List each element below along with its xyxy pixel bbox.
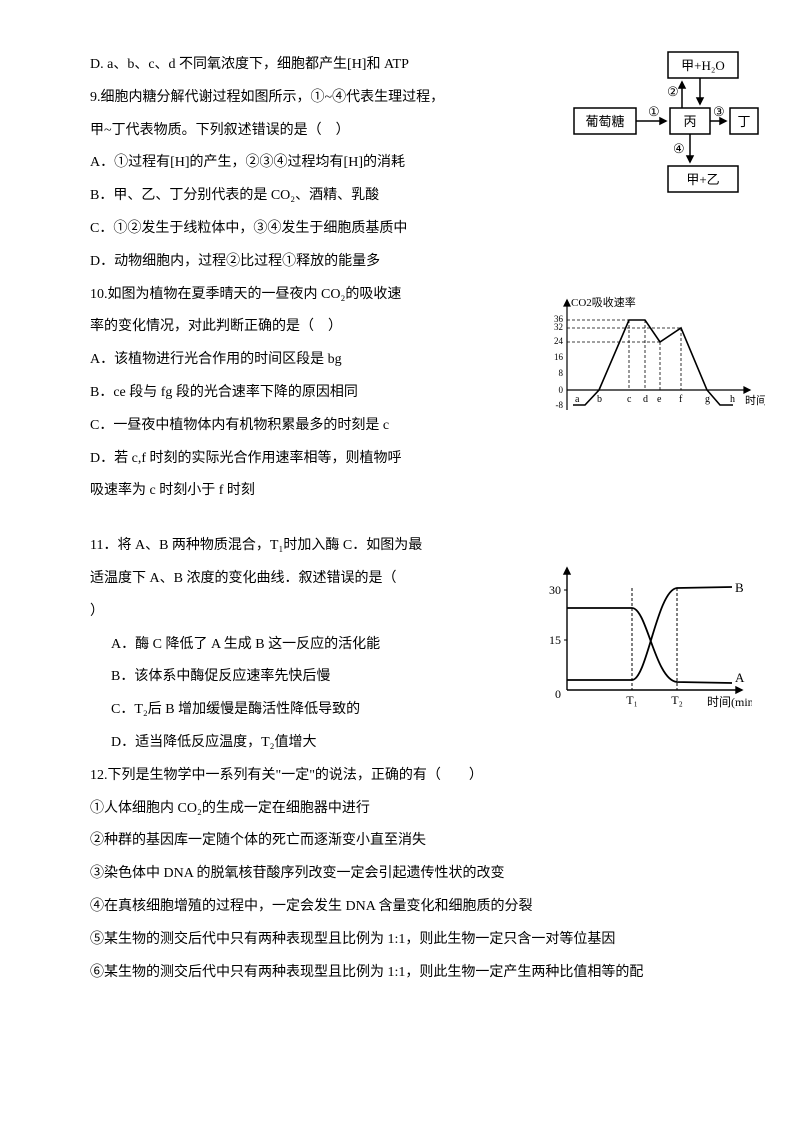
svg-text:丙: 丙 bbox=[683, 114, 696, 129]
svg-text:16: 16 bbox=[554, 352, 564, 362]
svg-text:e: e bbox=[657, 394, 662, 405]
svg-text:g: g bbox=[705, 394, 710, 405]
svg-text:时间: 时间 bbox=[745, 394, 765, 407]
svg-text:丁: 丁 bbox=[737, 114, 750, 129]
q12-item-3: ③染色体中 DNA 的脱氧核苷酸序列改变一定会引起遗传性状的改变 bbox=[90, 859, 710, 890]
svg-text:CO2吸收速率: CO2吸收速率 bbox=[571, 295, 636, 309]
svg-text:-8: -8 bbox=[556, 400, 564, 410]
svg-text:②: ② bbox=[667, 84, 679, 99]
svg-text:24: 24 bbox=[554, 336, 564, 346]
svg-text:a: a bbox=[575, 394, 580, 405]
q9-option-d: D．动物细胞内，过程②比过程①释放的能量多 bbox=[90, 247, 710, 278]
svg-text:d: d bbox=[643, 394, 648, 405]
q10-option-d-line2: 吸速率为 c 时刻小于 f 时刻 bbox=[90, 476, 710, 507]
svg-text:T₂: T₂ bbox=[671, 693, 683, 707]
svg-text:0: 0 bbox=[559, 385, 564, 395]
q12-item-5: ⑤某生物的测交后代中只有两种表现型且比例为 1:1，则此生物一定只含一对等位基因 bbox=[90, 925, 710, 956]
q12-item-2: ②种群的基因库一定随个体的死亡而逐渐变小直至消失 bbox=[90, 826, 710, 857]
svg-text:T₁: T₁ bbox=[626, 693, 638, 707]
svg-text:时间(min): 时间(min) bbox=[707, 695, 752, 709]
spacer bbox=[90, 509, 710, 529]
q12-item-4: ④在真核细胞增殖的过程中，一定会发生 DNA 含量变化和细胞质的分裂 bbox=[90, 892, 710, 923]
svg-text:甲+乙: 甲+乙 bbox=[686, 172, 719, 187]
svg-text:③: ③ bbox=[713, 104, 725, 119]
q12-item-1: ①人体细胞内 CO₂的生成一定在细胞器中进行 bbox=[90, 794, 710, 825]
svg-text:①: ① bbox=[648, 104, 660, 119]
q11-stem-line1: 11．将 A、B 两种物质混合，T₁时加入酶 C．如图为最 bbox=[90, 531, 710, 562]
svg-text:A: A bbox=[735, 670, 745, 685]
svg-text:30: 30 bbox=[549, 583, 561, 597]
q9-diagram: 甲+H₂O 葡萄糖 丙 丁 甲+乙 ① ② ③ ④ bbox=[570, 48, 760, 198]
q9-option-c: C．①②发生于线粒体中，③④发生于细胞质基质中 bbox=[90, 214, 710, 245]
svg-text:h: h bbox=[730, 394, 735, 405]
svg-text:32: 32 bbox=[554, 322, 563, 332]
svg-text:④: ④ bbox=[673, 141, 685, 156]
svg-text:B: B bbox=[735, 580, 744, 595]
svg-text:甲+H₂O: 甲+H₂O bbox=[681, 58, 725, 73]
q10-chart: CO2吸收速率 时间 36 32 24 16 8 0 -8 a b c d e … bbox=[535, 290, 765, 430]
svg-text:c: c bbox=[627, 394, 632, 405]
svg-text:8: 8 bbox=[559, 368, 564, 378]
svg-text:葡萄糖: 葡萄糖 bbox=[585, 114, 624, 129]
q12-item-6: ⑥某生物的测交后代中只有两种表现型且比例为 1:1，则此生物一定产生两种比值相等… bbox=[90, 958, 710, 989]
q10-option-d-line1: D．若 c,f 时刻的实际光合作用速率相等，则植物呼 bbox=[90, 444, 710, 475]
q11-option-d: D．适当降低反应温度，T₂值增大 bbox=[90, 728, 710, 759]
svg-text:f: f bbox=[679, 394, 683, 405]
svg-text:0: 0 bbox=[555, 687, 561, 701]
q11-chart: 30 15 0 浓度(ng/µL) 时间(min) T₁ T₂ B A bbox=[537, 560, 752, 715]
svg-text:15: 15 bbox=[549, 633, 561, 647]
q12-stem: 12.下列是生物学中一系列有关"一定"的说法，正确的有（ ） bbox=[90, 761, 710, 792]
svg-text:b: b bbox=[597, 394, 602, 405]
